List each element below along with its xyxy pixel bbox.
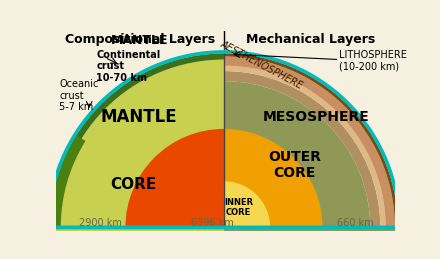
Text: MESOSPHERE: MESOSPHERE bbox=[263, 110, 370, 124]
Text: Compositional Layers: Compositional Layers bbox=[65, 33, 215, 46]
Text: LITHOSPHERE
(10-200 km): LITHOSPHERE (10-200 km) bbox=[340, 50, 407, 72]
Wedge shape bbox=[224, 71, 380, 227]
Wedge shape bbox=[224, 81, 370, 227]
Wedge shape bbox=[50, 53, 224, 227]
Text: Mechanical Layers: Mechanical Layers bbox=[246, 33, 375, 46]
Text: 660 km: 660 km bbox=[337, 218, 373, 228]
Wedge shape bbox=[224, 129, 323, 227]
Wedge shape bbox=[224, 181, 270, 227]
Text: 6396 km: 6396 km bbox=[191, 218, 234, 228]
Wedge shape bbox=[125, 129, 224, 227]
Wedge shape bbox=[224, 56, 395, 227]
Text: MANTLE: MANTLE bbox=[101, 107, 178, 126]
Text: Continental
crust
10-70 km: Continental crust 10-70 km bbox=[96, 49, 161, 83]
Text: CORE: CORE bbox=[110, 177, 156, 192]
Bar bbox=[224, 227, 400, 231]
Text: MANTLE: MANTLE bbox=[111, 34, 169, 47]
Wedge shape bbox=[56, 60, 224, 227]
Bar bbox=[48, 227, 224, 231]
Text: AESTHENOSPHERE: AESTHENOSPHERE bbox=[219, 39, 304, 91]
Wedge shape bbox=[224, 53, 398, 227]
Text: Oceanic
crust
5-7 km: Oceanic crust 5-7 km bbox=[59, 79, 99, 112]
Text: OUTER
CORE: OUTER CORE bbox=[268, 150, 321, 180]
Text: INNER
CORE: INNER CORE bbox=[224, 198, 253, 217]
Text: 2900 km: 2900 km bbox=[79, 218, 122, 228]
Wedge shape bbox=[224, 66, 385, 227]
Wedge shape bbox=[50, 135, 85, 227]
